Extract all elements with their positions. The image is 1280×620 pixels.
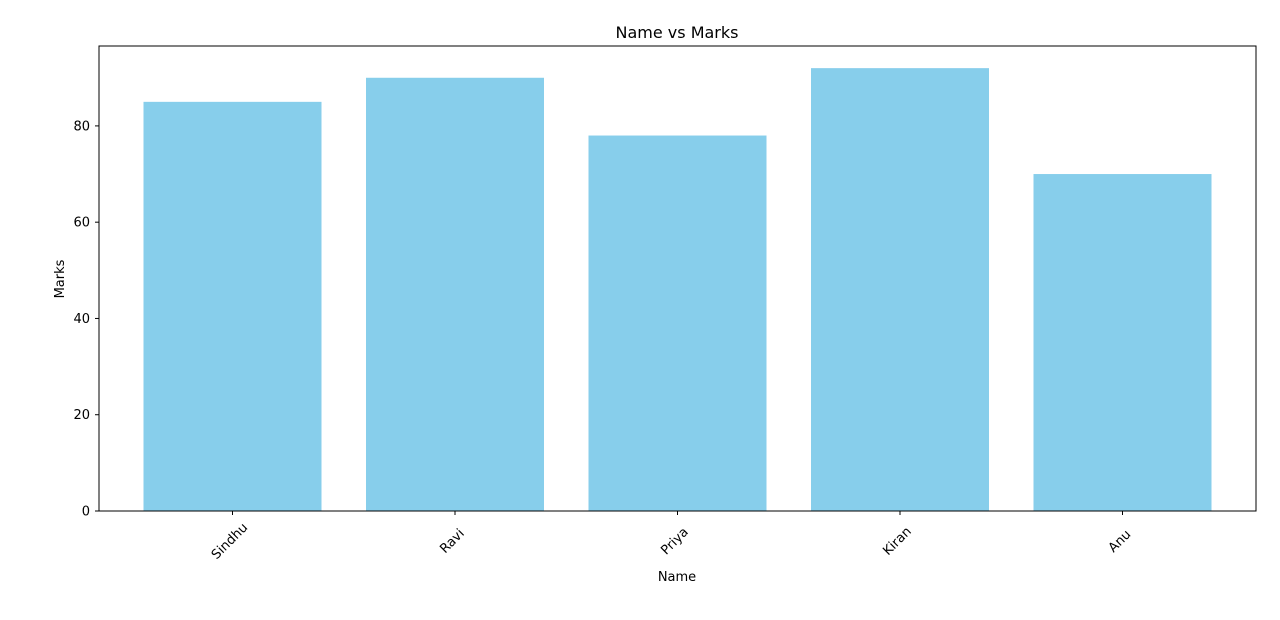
y-tick-label: 20 <box>73 408 90 423</box>
x-tick-label-ravi: Ravi <box>437 526 467 556</box>
y-axis-ticks: 0 20 40 60 80 <box>73 119 99 520</box>
bar-kiran <box>811 68 989 511</box>
x-tick-label-anu: Anu <box>1106 527 1135 556</box>
bar-priya <box>588 135 767 511</box>
x-tick-label-sindhu: Sindhu <box>209 520 251 562</box>
y-tick-label: 40 <box>73 312 90 327</box>
bar-ravi <box>366 77 544 512</box>
x-axis-ticks: Sindhu Ravi Priya Kiran Anu <box>209 511 1134 563</box>
x-tick-label-kiran: Kiran <box>880 524 914 558</box>
x-axis-label: Name <box>658 570 696 585</box>
bar-anu <box>1033 174 1212 512</box>
x-tick-label-priya: Priya <box>658 525 691 558</box>
y-tick-label: 60 <box>73 216 90 231</box>
bar-sindhu <box>143 101 322 511</box>
chart-title: Name vs Marks <box>616 23 739 42</box>
y-tick-label: 0 <box>82 505 90 520</box>
y-tick-label: 80 <box>73 119 90 134</box>
y-axis-label: Marks <box>53 259 68 298</box>
bars-group <box>143 68 1212 512</box>
